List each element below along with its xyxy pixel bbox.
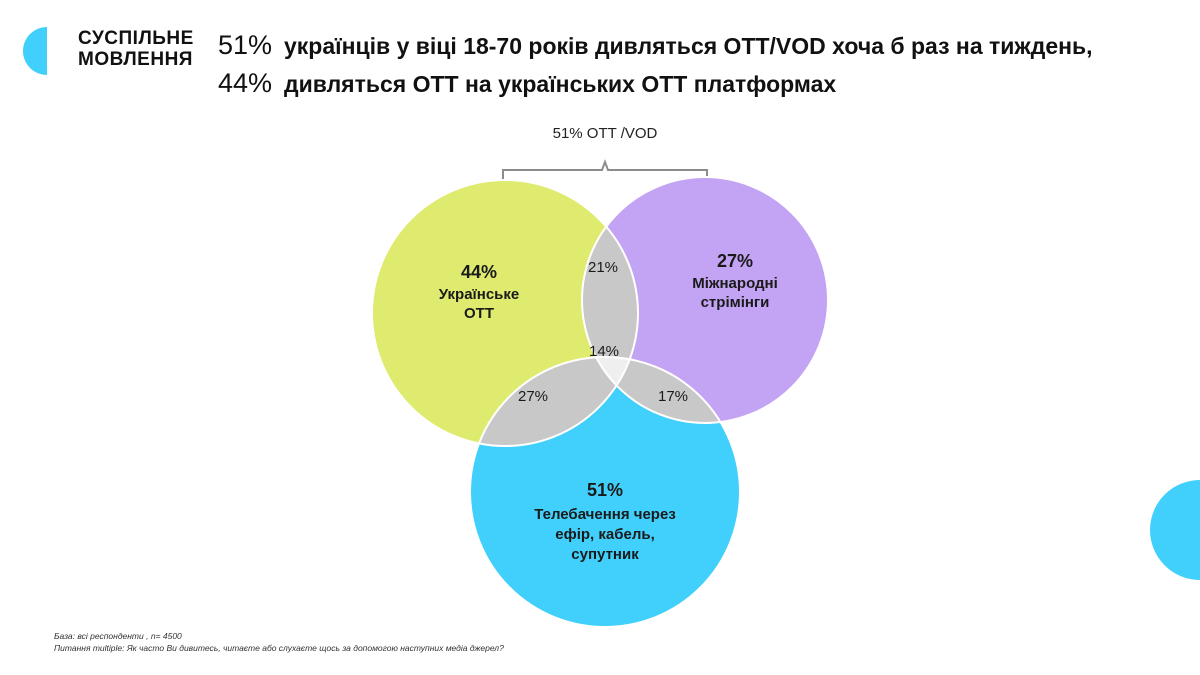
ott-vod-bracket-label: 51% OTT /VOD — [553, 125, 658, 142]
title-line-2-percent: 44% — [218, 68, 273, 98]
international-streaming-label-line2: стрімінги — [701, 294, 770, 311]
overlap-ukr-tv — [470, 357, 638, 446]
overlap-intl-tv-value: 17% — [658, 388, 688, 405]
outline-broadcast-tv — [469, 356, 741, 628]
title-line-1-text: українців у віці 18-70 років дивляться O… — [284, 33, 1093, 59]
title-line-2-text: дивляться ОТТ на українських ОТТ платфор… — [284, 71, 837, 97]
broadcast-tv-label-line2: ефір, кабель, — [555, 526, 655, 543]
international-streaming-label-line1: Міжнародні — [692, 275, 778, 292]
title-line-1: 51% українців у віці 18-70 років дивлять… — [218, 30, 1188, 68]
overlap-ukr-intl-value: 21% — [588, 259, 618, 276]
ott-vod-bracket — [502, 159, 708, 186]
overlap-all-value: 14% — [589, 343, 619, 360]
circle-international-streaming — [582, 177, 828, 423]
brand-logo: СУСПІЛЬНЕ МОВЛЕННЯ — [18, 22, 218, 78]
decorative-half-circle-icon — [1150, 480, 1200, 580]
footer-base: База: всі респонденти , n= 4500 — [54, 631, 182, 641]
outline-ukrainian-ott — [371, 179, 639, 447]
brand-logo-mark-icon — [23, 27, 47, 75]
title-line-2: 44% дивляться ОТТ на українських ОТТ пла… — [218, 68, 1188, 106]
overlap-ukr-tv-value: 27% — [518, 388, 548, 405]
title-line-1-percent: 51% — [218, 30, 273, 60]
brand-name-line1: СУСПІЛЬНЕ — [78, 28, 194, 49]
footer-notes: База: всі респонденти , n= 4500 Питання … — [54, 630, 504, 654]
broadcast-tv-value: 51% — [587, 480, 623, 500]
broadcast-tv-label-line1: Телебачення через — [534, 506, 676, 523]
ukrainian-ott-value: 44% — [461, 262, 497, 282]
page-title: 51% українців у віці 18-70 років дивлять… — [218, 30, 1188, 106]
broadcast-tv-label-line3: супутник — [571, 546, 639, 563]
outline-international-streaming — [581, 176, 829, 424]
ukrainian-ott-label-line2: OTT — [464, 305, 494, 322]
footer-question: Питання multiple: Як часто Ви дивитесь, … — [54, 643, 504, 653]
ukrainian-ott-label-line1: Українське — [439, 286, 519, 303]
international-streaming-value: 27% — [717, 251, 753, 271]
brand-name: СУСПІЛЬНЕ МОВЛЕННЯ — [78, 28, 194, 70]
brand-name-line2: МОВЛЕННЯ — [78, 49, 193, 70]
